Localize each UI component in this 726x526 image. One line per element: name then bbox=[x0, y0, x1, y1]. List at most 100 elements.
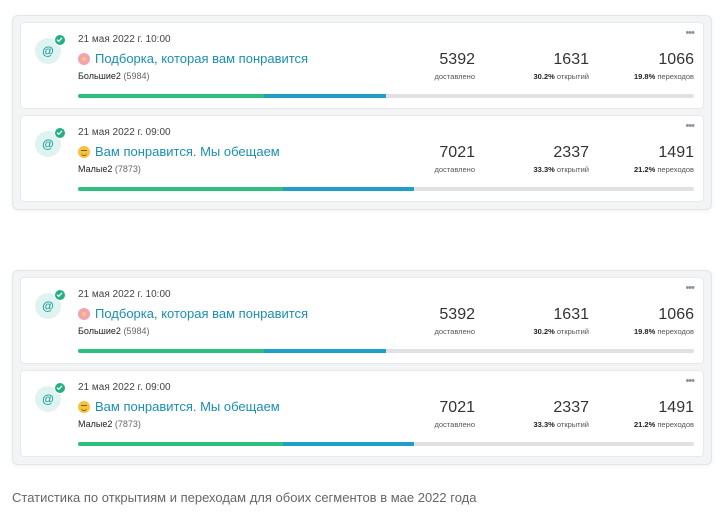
check-icon bbox=[54, 382, 66, 394]
more-dots-icon[interactable]: ••• bbox=[685, 27, 695, 39]
progress-bar bbox=[78, 349, 694, 353]
progress-bar bbox=[78, 187, 694, 191]
progress-open-segment bbox=[78, 349, 265, 353]
opens-label: 33.3% открытий bbox=[534, 165, 589, 174]
email-at-icon: @ bbox=[42, 299, 54, 313]
progress-open-segment bbox=[78, 442, 284, 446]
campaign-date: 21 мая 2022 г. 10:00 bbox=[78, 34, 171, 45]
email-channel-badge: @ bbox=[35, 289, 66, 319]
clicks-value: 1491 bbox=[658, 399, 694, 416]
opens-value: 1631 bbox=[553, 51, 589, 68]
opens-value: 1631 bbox=[553, 306, 589, 323]
segment-count: (5984) bbox=[123, 326, 150, 336]
clicks-label-text: переходов bbox=[657, 165, 694, 174]
email-channel-badge: @ bbox=[35, 382, 66, 412]
segment-name: Малые2 bbox=[78, 164, 113, 174]
campaign-card[interactable]: @ 21 мая 2022 г. 10:00 Подборка, которая… bbox=[20, 22, 704, 109]
delivered-label: доставлено bbox=[434, 165, 476, 174]
clicks-value: 1491 bbox=[658, 144, 694, 161]
campaign-title-link[interactable]: Подборка, которая вам понравится bbox=[78, 306, 308, 321]
segment-count: (7873) bbox=[114, 164, 141, 174]
clicks-stat: 1066 19.8% переходов bbox=[634, 51, 694, 81]
email-channel-badge: @ bbox=[35, 34, 66, 64]
campaign-title-link[interactable]: Вам понравится. Мы обещаем bbox=[78, 399, 280, 414]
clicks-value: 1066 bbox=[658, 306, 694, 323]
opens-label-text: открытий bbox=[556, 72, 589, 81]
opens-label: 30.2% открытий bbox=[534, 327, 589, 336]
clicks-label: 21.2% переходов bbox=[634, 165, 694, 174]
flower-icon bbox=[78, 307, 90, 320]
opens-stat: 1631 30.2% открытий bbox=[534, 51, 589, 81]
opens-stat: 1631 30.2% открытий bbox=[534, 306, 589, 336]
progress-bar bbox=[78, 442, 694, 446]
campaign-title-link[interactable]: Вам понравится. Мы обещаем bbox=[78, 144, 280, 159]
delivered-stat: 5392 доставлено bbox=[435, 306, 476, 336]
campaign-group: @ 21 мая 2022 г. 10:00 Подборка, которая… bbox=[12, 15, 712, 210]
clicks-value: 1066 bbox=[658, 51, 694, 68]
email-at-icon: @ bbox=[42, 392, 54, 406]
progress-click-segment bbox=[264, 94, 386, 98]
clicks-label: 21.2% переходов bbox=[634, 420, 694, 429]
opens-label: 33.3% открытий bbox=[534, 420, 589, 429]
progress-open-segment bbox=[78, 94, 265, 98]
campaign-date: 21 мая 2022 г. 09:00 bbox=[78, 382, 171, 393]
clicks-label-text: переходов bbox=[657, 72, 694, 81]
opens-label-text: открытий bbox=[556, 420, 589, 429]
progress-click-segment bbox=[283, 442, 414, 446]
progress-click-segment bbox=[264, 349, 386, 353]
campaign-card[interactable]: @ 21 мая 2022 г. 09:00 Вам понравится. М… bbox=[20, 370, 704, 457]
delivered-value: 5392 bbox=[439, 306, 475, 323]
more-dots-icon[interactable]: ••• bbox=[685, 282, 695, 294]
segment-name: Большие2 bbox=[78, 71, 121, 81]
segment-name: Малые2 bbox=[78, 419, 113, 429]
campaign-title-text: Вам понравится. Мы обещаем bbox=[95, 144, 280, 159]
check-icon bbox=[54, 34, 66, 46]
clicks-label-text: переходов bbox=[657, 327, 694, 336]
clicks-label: 19.8% переходов bbox=[634, 327, 694, 336]
clicks-stat: 1491 21.2% переходов bbox=[634, 399, 694, 429]
opens-pct: 30.2% bbox=[533, 72, 555, 81]
campaign-group: @ 21 мая 2022 г. 10:00 Подборка, которая… bbox=[12, 270, 712, 465]
opens-value: 2337 bbox=[553, 399, 589, 416]
opens-pct: 30.2% bbox=[533, 327, 555, 336]
check-icon bbox=[54, 127, 66, 139]
clicks-pct: 21.2% bbox=[634, 165, 656, 174]
email-channel-badge: @ bbox=[35, 127, 66, 157]
delivered-stat: 7021 доставлено bbox=[435, 144, 476, 174]
clicks-stat: 1491 21.2% переходов bbox=[634, 144, 694, 174]
smile-icon bbox=[78, 400, 90, 413]
segment-name: Большие2 bbox=[78, 326, 121, 336]
clicks-stat: 1066 19.8% переходов bbox=[634, 306, 694, 336]
delivered-label: доставлено bbox=[434, 72, 476, 81]
opens-label-text: открытий bbox=[556, 165, 589, 174]
campaign-title-text: Вам понравится. Мы обещаем bbox=[95, 399, 280, 414]
campaign-title-text: Подборка, которая вам понравится bbox=[95, 51, 309, 66]
clicks-pct: 19.8% bbox=[634, 72, 656, 81]
opens-value: 2337 bbox=[553, 144, 589, 161]
campaign-card[interactable]: @ 21 мая 2022 г. 09:00 Вам понравится. М… bbox=[20, 115, 704, 202]
campaign-card[interactable]: @ 21 мая 2022 г. 10:00 Подборка, которая… bbox=[20, 277, 704, 364]
more-dots-icon[interactable]: ••• bbox=[685, 375, 695, 387]
progress-bar bbox=[78, 94, 694, 98]
delivered-label: доставлено bbox=[434, 327, 476, 336]
delivered-value: 5392 bbox=[439, 51, 475, 68]
clicks-pct: 21.2% bbox=[634, 420, 656, 429]
more-dots-icon[interactable]: ••• bbox=[685, 120, 695, 132]
opens-pct: 33.3% bbox=[533, 165, 555, 174]
flower-icon bbox=[78, 52, 90, 65]
campaign-date: 21 мая 2022 г. 10:00 bbox=[78, 289, 171, 300]
delivered-value: 7021 bbox=[439, 144, 475, 161]
clicks-label: 19.8% переходов bbox=[634, 72, 694, 81]
opens-stat: 2337 33.3% открытий bbox=[534, 399, 589, 429]
figure-caption: Статистика по открытиям и переходам для … bbox=[12, 490, 477, 505]
opens-pct: 33.3% bbox=[533, 420, 555, 429]
segment-info: Малые2 (7873) bbox=[78, 164, 141, 174]
campaign-title-link[interactable]: Подборка, которая вам понравится bbox=[78, 51, 308, 66]
campaign-date: 21 мая 2022 г. 09:00 bbox=[78, 127, 171, 138]
segment-info: Большие2 (5984) bbox=[78, 71, 149, 81]
opens-label-text: открытий bbox=[556, 327, 589, 336]
campaign-title-text: Подборка, которая вам понравится bbox=[95, 306, 309, 321]
opens-stat: 2337 33.3% открытий bbox=[534, 144, 589, 174]
delivered-stat: 5392 доставлено bbox=[435, 51, 476, 81]
progress-open-segment bbox=[78, 187, 284, 191]
